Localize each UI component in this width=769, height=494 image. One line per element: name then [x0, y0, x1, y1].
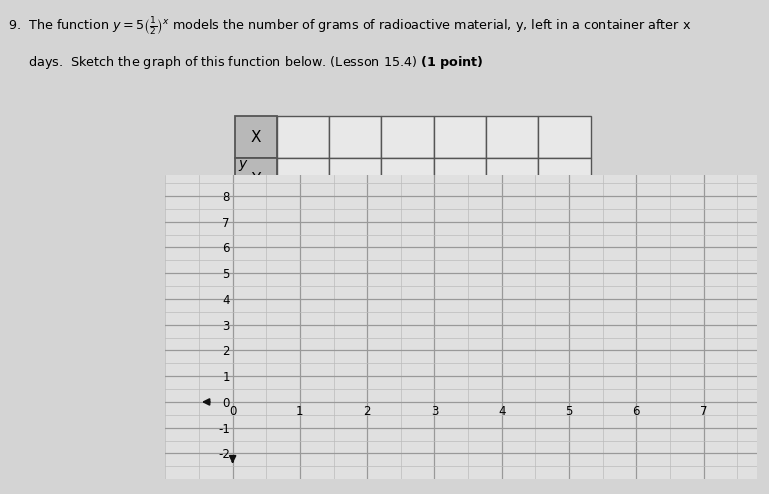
Text: 9.  The function $y = 5\left(\frac{1}{2}\right)^x$ models the number of grams of: 9. The function $y = 5\left(\frac{1}{2}\… [8, 15, 691, 37]
Bar [538, 116, 591, 158]
Bar [235, 116, 277, 158]
Bar [381, 158, 434, 200]
Bar [434, 158, 486, 200]
Bar [538, 158, 591, 200]
Bar [329, 158, 381, 200]
Bar [329, 116, 381, 158]
Bar [486, 158, 538, 200]
Text: X: X [251, 129, 261, 145]
Bar [277, 116, 329, 158]
Text: days.  Sketch the graph of this function below. (Lesson 15.4) $\bf{(1\ point)}$: days. Sketch the graph of this function … [8, 54, 483, 71]
Text: y: y [238, 157, 247, 171]
Bar [486, 116, 538, 158]
Bar [434, 116, 486, 158]
Bar [235, 158, 277, 200]
Text: Y: Y [251, 171, 261, 187]
Bar [381, 116, 434, 158]
Bar [277, 158, 329, 200]
